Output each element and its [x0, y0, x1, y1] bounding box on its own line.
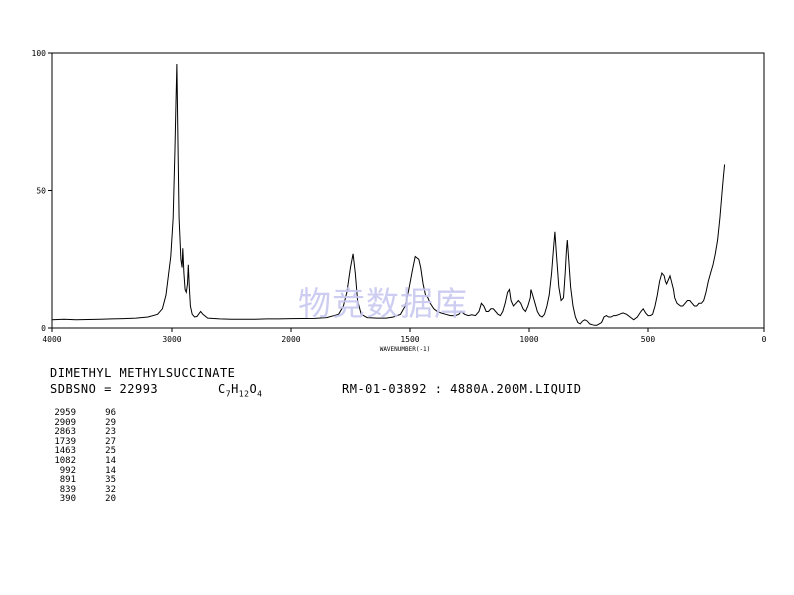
peak-row: 992 14 — [50, 465, 116, 477]
peak-row: 1463 25 — [50, 447, 116, 457]
peak-row: 390 20 — [50, 495, 116, 505]
peak-wavenumber: 1082 — [54, 455, 76, 466]
peak-row: 2909 29 — [50, 417, 116, 429]
peak-absorbance: 35 — [105, 475, 116, 486]
spectrum-line — [51, 63, 726, 326]
sdbs-number: SDBSNO = 22993 — [50, 382, 159, 396]
x-tick-label: 500 — [641, 335, 656, 344]
y-tick-label: 100 — [32, 49, 47, 58]
peak-absorbance: 27 — [105, 436, 116, 447]
peak-wavenumber: 2863 — [54, 427, 76, 438]
peak-row: 839 32 — [50, 484, 116, 496]
x-tick-label: 3000 — [162, 335, 181, 344]
x-tick-label: 1000 — [519, 335, 538, 344]
peak-wavenumber: 390 — [59, 494, 76, 505]
peak-wavenumber: 891 — [59, 475, 76, 486]
molecular-formula: C7H12O4 — [218, 382, 263, 399]
x-tick-label: 4000 — [42, 335, 61, 344]
x-tick-label: 0 — [762, 335, 767, 344]
peak-row: 1739 27 — [50, 436, 116, 448]
peak-absorbance: 14 — [105, 465, 116, 476]
peak-absorbance: 32 — [105, 484, 116, 495]
peak-row: 891 35 — [50, 476, 116, 486]
peak-wavenumber: 2909 — [54, 417, 76, 428]
peak-wavenumber: 1463 — [54, 446, 76, 457]
y-tick-label: 0 — [41, 324, 46, 333]
sample-info: RM-01-03892 : 4880A.200M.LIQUID — [342, 382, 582, 396]
peak-wavenumber: 1739 — [54, 436, 76, 447]
peak-absorbance: 25 — [105, 446, 116, 457]
peak-wavenumber: 2959 — [54, 408, 76, 418]
y-tick-label: 50 — [36, 187, 46, 196]
peak-wavenumber: 992 — [59, 465, 76, 476]
x-tick-label: 2000 — [281, 335, 300, 344]
peak-row: 2959 96 — [50, 408, 116, 419]
watermark: 物竞数据库 — [298, 284, 468, 323]
x-tick-label: 1500 — [400, 335, 419, 344]
peak-absorbance: 23 — [105, 427, 116, 438]
peak-row: 1082 14 — [50, 455, 116, 467]
peak-absorbance: 29 — [105, 417, 116, 428]
x-axis-label: WAVENUMBER(-1) — [380, 346, 431, 353]
peak-table: 2959 96 2909 29 2863 23 1739 27 1463 25 1082 14 992 1… — [50, 408, 116, 505]
peak-row: 2863 23 — [50, 428, 116, 438]
peak-absorbance: 96 — [105, 408, 116, 418]
peak-absorbance: 14 — [105, 455, 116, 466]
compound-name: DIMETHYL METHYLSUCCINATE — [50, 366, 236, 380]
peak-wavenumber: 839 — [59, 484, 76, 495]
peak-absorbance: 20 — [105, 494, 116, 505]
